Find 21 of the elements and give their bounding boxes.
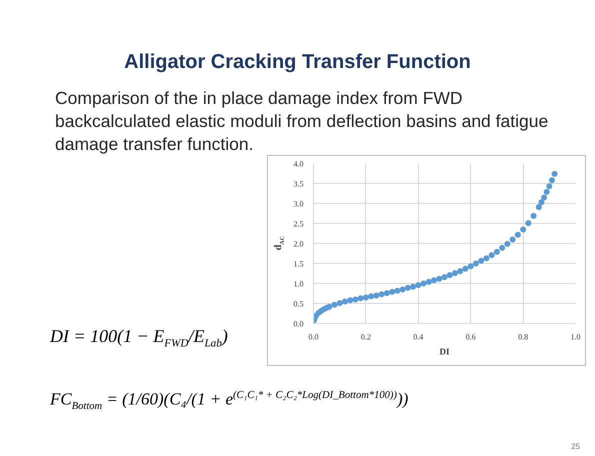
- y-tick-label: 3.0: [294, 200, 304, 208]
- x-tick-label: 1.0: [570, 332, 580, 342]
- y-tick-label: 3.5: [294, 180, 304, 188]
- x-tick-label: 0.2: [360, 332, 371, 342]
- text: DI = 100(1 − E$_{FWD}$/E$_{Lab}$): [50, 325, 228, 352]
- chart-subtitle: Comparison of the in place damage index from FWD backcalculated elastic moduli from deflection basins and fatigue damage transfer function.: [55, 88, 548, 154]
- y-tick-label: 0.5: [294, 300, 304, 308]
- x-tick-label: 0.8: [518, 332, 528, 342]
- x-tick-label: 0.4: [413, 332, 424, 342]
- x-tick-label: 0.0: [308, 332, 318, 342]
- y-tick-label: 2.5: [294, 220, 304, 228]
- text: 25: [570, 441, 580, 453]
- y-tick-label: 4.0: [294, 160, 304, 168]
- x-tick-label: 0.6: [466, 332, 476, 342]
- y-tick-label: 0.0: [294, 320, 304, 328]
- y-tick-label: 1.0: [294, 280, 304, 288]
- y-tick-label: 1.5: [294, 260, 304, 268]
- x-axis-title: DI: [440, 346, 450, 356]
- text: FC$_{Bottom}$ = (1/60)(C₄/(1 + e$^{(C₁C₁* + C₂C₂*Log(DI_Bottom*100))}$)): [50, 388, 408, 414]
- chart-title: Alligator Cracking Transfer Function: [123, 50, 472, 74]
- y-tick-label: 2.0: [294, 240, 304, 248]
